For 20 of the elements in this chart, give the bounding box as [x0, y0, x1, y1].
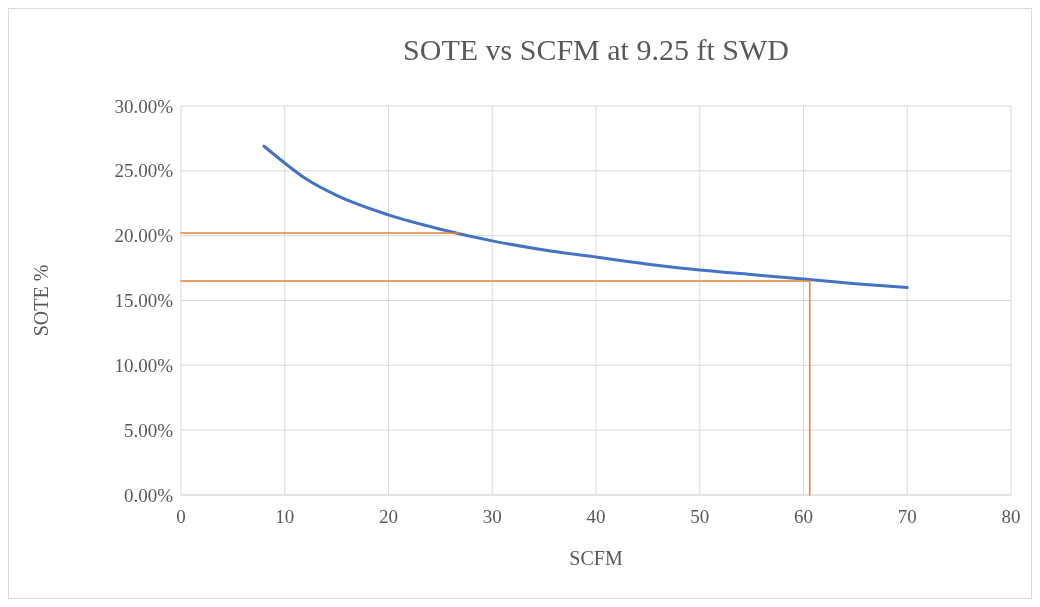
y-tick-label: 10.00% [114, 354, 174, 376]
x-tick-label: 40 [586, 506, 606, 527]
chart-title: SOTE vs SCFM at 9.25 ft SWD [403, 33, 789, 66]
x-tick-label: 60 [794, 506, 813, 527]
y-tick-label: 15.00% [114, 290, 174, 312]
x-tick-label: 10 [275, 506, 295, 527]
x-tick-label: 70 [897, 506, 917, 527]
y-tick-label: 20.00% [114, 225, 174, 247]
y-tick-label: 0.00% [123, 484, 174, 506]
y-tick-label: 25.00% [114, 160, 174, 182]
x-tick-label: 30 [482, 506, 502, 527]
x-tick-label: 50 [690, 506, 710, 527]
y-axis-title: SOTE % [30, 264, 52, 337]
x-tick-label: 80 [1001, 506, 1021, 527]
x-axis-title: SCFM [569, 547, 623, 569]
x-tick-label: 0 [176, 506, 186, 527]
y-tick-label: 5.00% [123, 419, 174, 441]
line-series [262, 144, 909, 290]
y-tick-label: 30.00% [114, 95, 174, 117]
x-tick-label: 20 [379, 506, 398, 527]
